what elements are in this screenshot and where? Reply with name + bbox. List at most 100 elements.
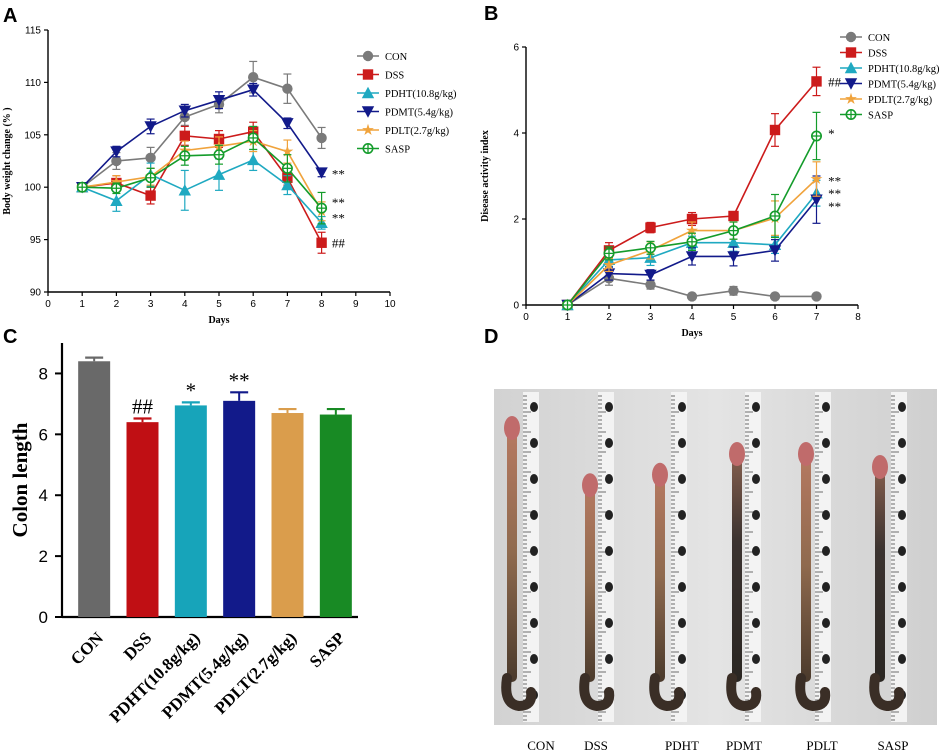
b-point-con-4 xyxy=(728,285,739,297)
ruler-mark-3-0 xyxy=(752,402,760,412)
colon-cecum-4 xyxy=(798,442,814,466)
a-point-sasp-4 xyxy=(213,149,225,161)
b-legend-item-pdlt: PDLT(2.7g/kg) xyxy=(840,92,933,106)
a-legend-item-pdht: PDHT(10.8g/kg) xyxy=(357,86,457,100)
panel-letter-a: A xyxy=(3,5,17,27)
a-ytick-label-5: 115 xyxy=(25,26,41,37)
ruler-mark-5-0 xyxy=(898,402,906,412)
a-legend-label-dss: DSS xyxy=(385,70,404,81)
colon-cecum-0 xyxy=(504,416,520,440)
b-legend-item-pdht: PDHT(10.8g/kg) xyxy=(840,61,940,75)
b-ytick-label-3: 6 xyxy=(513,43,519,54)
ruler-mark-2-7 xyxy=(678,654,686,664)
c-ytick-label-2: 4 xyxy=(39,486,48,505)
c-bar-con xyxy=(78,361,111,617)
photo-label-pdmt: PDMT xyxy=(726,738,762,753)
b-point-dss-4 xyxy=(728,210,739,222)
a-point-dss-2 xyxy=(145,190,156,201)
b-xtick-label-1: 1 xyxy=(565,312,571,323)
a-point-pdht-5 xyxy=(247,153,260,166)
ruler-mark-4-6 xyxy=(822,618,830,628)
a-line-con xyxy=(81,76,323,188)
photo-label-pdht: PDHT xyxy=(665,738,699,753)
c-ytick-label-0: 0 xyxy=(39,608,48,627)
a-point-pdmt-7 xyxy=(315,167,328,179)
b-xtick-label-4: 4 xyxy=(689,312,695,323)
c-category-label-pdmt: PDMT(5.4g/kg) xyxy=(158,628,252,722)
a-legend-label-sasp: SASP xyxy=(385,144,410,155)
photo-label-con: CON xyxy=(527,738,555,753)
b-legend-item-dss: DSS xyxy=(840,47,887,59)
colon-cecum-1 xyxy=(582,473,598,498)
b-x-title: Days xyxy=(681,328,702,339)
colon-tube-5 xyxy=(875,461,885,682)
b-legend-marker-pdlt xyxy=(845,92,857,105)
b-point-sasp-3 xyxy=(686,236,698,248)
ruler-mark-1-1 xyxy=(605,438,613,448)
ruler-mark-4-1 xyxy=(822,438,830,448)
b-legend-label-sasp: SASP xyxy=(868,110,893,121)
a-point-sasp-5 xyxy=(247,132,259,144)
b-xtick-label-6: 6 xyxy=(772,312,778,323)
a-xtick-label-10: 10 xyxy=(384,299,396,310)
ruler-mark-2-4 xyxy=(678,546,686,556)
ruler-mark-3-1 xyxy=(752,438,760,448)
ruler-mark-0-3 xyxy=(530,510,538,520)
ruler-mark-2-0 xyxy=(678,402,686,412)
panel-letter-d: D xyxy=(484,326,498,348)
a-point-dss-3 xyxy=(179,130,190,142)
a-xtick-label-2: 2 xyxy=(114,299,120,310)
b-point-pdmt-4 xyxy=(727,251,740,263)
a-legend-item-pdlt: PDLT(2.7g/kg) xyxy=(357,123,450,137)
b-xtick-label-7: 7 xyxy=(814,312,820,323)
a-legend-marker-pdlt xyxy=(362,123,374,136)
a-line-pdmt xyxy=(81,88,323,188)
ruler-mark-5-5 xyxy=(898,582,906,592)
b-legend-item-con: CON xyxy=(840,31,891,44)
b-point-sasp-4 xyxy=(727,225,739,237)
a-point-sasp-0 xyxy=(76,181,88,193)
b-point-con-3 xyxy=(686,291,698,302)
ruler-mark-0-1 xyxy=(530,438,538,448)
a-ytick-label-2: 100 xyxy=(24,183,41,194)
a-legend-label-pdht: PDHT(10.8g/kg) xyxy=(385,89,457,100)
a-point-sasp-2 xyxy=(145,172,157,184)
b-legend-label-con: CON xyxy=(868,33,891,44)
a-point-sasp-6 xyxy=(281,162,293,174)
a-ytick-label-1: 95 xyxy=(30,235,42,246)
disease-activity-chart: 0 2 4 6 0 1 2 3 4 5 6 7 8 Days Disease activity index #… xyxy=(480,43,861,340)
a-xtick-label-5: 5 xyxy=(216,299,222,310)
b-legend-label-pdht: PDHT(10.8g/kg) xyxy=(868,64,940,75)
photo-label-pdlt: PDLT xyxy=(806,738,837,753)
b-legend-item-pdmt: PDMT(5.4g/kg) xyxy=(840,78,936,90)
ruler-mark-4-2 xyxy=(822,474,830,484)
b-point-pdht-4 xyxy=(727,236,740,248)
photo-background xyxy=(494,389,937,725)
a-ytick-label-0: 90 xyxy=(30,288,42,299)
b-legend-label-pdmt: PDMT(5.4g/kg) xyxy=(868,79,936,90)
ruler-mark-5-1 xyxy=(898,438,906,448)
a-point-pdht-1 xyxy=(110,194,123,207)
b-xtick-label-8: 8 xyxy=(855,312,861,323)
a-xtick-label-1: 1 xyxy=(79,299,85,310)
ruler-mark-3-6 xyxy=(752,618,760,628)
b-point-pdmt-5 xyxy=(768,245,782,257)
ruler-mark-2-3 xyxy=(678,510,686,520)
colon-curve-1 xyxy=(579,673,615,712)
a-legend-item-sasp: SASP xyxy=(357,143,410,155)
colon-curve-2 xyxy=(649,673,685,712)
ruler-mark-5-4 xyxy=(898,546,906,556)
b-point-sasp-6 xyxy=(810,130,822,142)
ruler-mark-2-6 xyxy=(678,618,686,628)
a-point-con-7 xyxy=(316,132,327,144)
ruler-mark-5-6 xyxy=(898,618,906,628)
body-weight-chart: 90 95 100 105 110 115 0 1 2 3 4 5 6 7 8 9 10 Days Body wei… xyxy=(2,26,396,327)
a-y-title: Body weight change (% ) xyxy=(2,107,13,214)
b-point-sasp-5 xyxy=(769,210,781,222)
c-bar-pdlt xyxy=(271,413,304,617)
c-category-label-con: CON xyxy=(67,628,108,669)
colon-tube-1 xyxy=(585,479,595,682)
a-line-pdlt xyxy=(82,140,323,212)
